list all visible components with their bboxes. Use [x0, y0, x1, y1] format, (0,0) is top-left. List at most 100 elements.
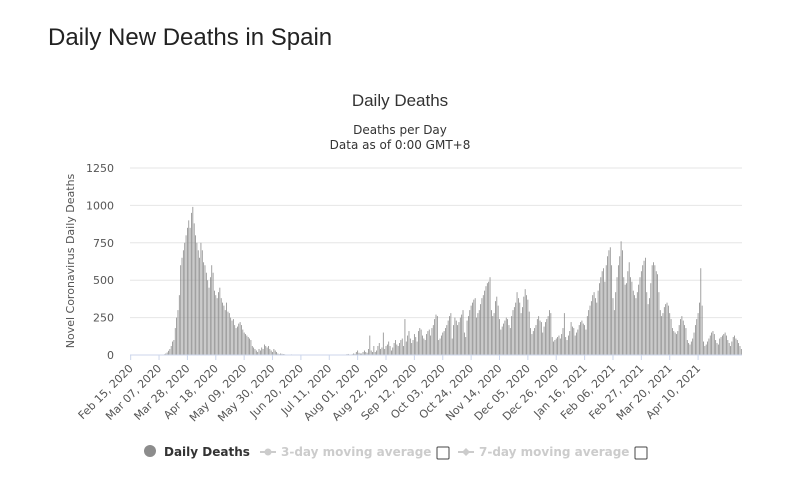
bar [545, 322, 546, 355]
bar [555, 338, 557, 355]
bar [238, 323, 240, 355]
bar [653, 262, 654, 355]
bar [674, 332, 676, 355]
bar [369, 335, 371, 355]
bar [185, 235, 187, 355]
bar [446, 325, 448, 355]
bar [572, 326, 573, 355]
bar [434, 319, 436, 355]
bar [540, 322, 542, 355]
bar [697, 313, 699, 355]
bar [389, 346, 391, 355]
bar [462, 310, 464, 355]
bar [246, 335, 248, 355]
bar [418, 331, 419, 355]
bar [638, 284, 640, 355]
bar [201, 250, 203, 355]
bar [208, 287, 210, 355]
bar [559, 338, 561, 355]
bar [596, 302, 598, 355]
bar [599, 283, 600, 355]
bar [649, 298, 650, 355]
bar [459, 317, 461, 355]
bar [508, 325, 510, 355]
bar [696, 319, 698, 355]
bar [412, 340, 414, 355]
bar [476, 317, 477, 355]
bar [715, 340, 717, 355]
checkbox-3-day-average[interactable] [436, 446, 450, 460]
bar [443, 331, 445, 355]
bar [547, 316, 549, 355]
bar [631, 281, 633, 355]
bar [536, 319, 538, 355]
bar [627, 271, 629, 355]
bar [376, 350, 377, 355]
bar [640, 271, 642, 355]
bar [396, 344, 398, 355]
bar [611, 265, 613, 355]
bar [400, 340, 402, 355]
bar [735, 338, 737, 355]
bar [639, 277, 641, 355]
bar [685, 328, 687, 355]
bar [543, 326, 545, 355]
bar [577, 329, 579, 355]
bar [682, 320, 684, 355]
legend-item-7-day-average[interactable]: 7-day moving average [458, 445, 629, 459]
bar [209, 277, 211, 355]
bar [501, 326, 503, 355]
bar [646, 292, 648, 355]
bar [473, 299, 475, 355]
y-tick-label: 1000 [86, 199, 114, 212]
bar [381, 347, 383, 355]
bar [176, 317, 178, 355]
y-axis-ticks: 0 250 500 750 1000 1250 [86, 162, 114, 362]
bar [495, 301, 496, 355]
bar [463, 332, 465, 355]
bar [581, 320, 583, 355]
bar [250, 340, 252, 355]
bar [461, 314, 463, 355]
legend-item-daily-deaths[interactable]: Daily Deaths [144, 445, 250, 459]
bar [493, 313, 495, 355]
bar [600, 277, 602, 355]
bar [239, 322, 241, 355]
bar [562, 328, 564, 355]
bar [630, 277, 631, 355]
bar [561, 334, 563, 355]
y-tick-label: 1250 [86, 162, 114, 175]
bar [189, 227, 191, 355]
checkbox-7-day-average[interactable] [634, 446, 648, 460]
bar [363, 350, 365, 355]
bar [723, 334, 725, 355]
bar [523, 296, 525, 355]
bar [382, 332, 384, 355]
legend-item-3-day-average[interactable]: 3-day moving average [260, 445, 431, 459]
bar [645, 257, 646, 355]
bar [574, 335, 576, 355]
bar [700, 268, 702, 355]
bar [235, 328, 237, 355]
chart-subtitle-line-1: Deaths per Day [353, 123, 447, 137]
bar [273, 349, 275, 355]
bar [357, 350, 359, 355]
bar [635, 298, 637, 355]
bar [738, 343, 740, 355]
bar [249, 338, 250, 355]
bar [605, 265, 607, 355]
bar [584, 325, 586, 355]
bar [478, 310, 480, 355]
bar [531, 334, 533, 355]
legend-label-daily-deaths: Daily Deaths [164, 445, 250, 459]
bar [720, 337, 722, 355]
bar [546, 319, 548, 355]
bar [670, 319, 672, 355]
bar [489, 277, 491, 355]
bar [466, 320, 468, 355]
bar [405, 341, 407, 355]
bar [170, 346, 172, 355]
bar [615, 292, 617, 355]
bar [197, 250, 199, 355]
